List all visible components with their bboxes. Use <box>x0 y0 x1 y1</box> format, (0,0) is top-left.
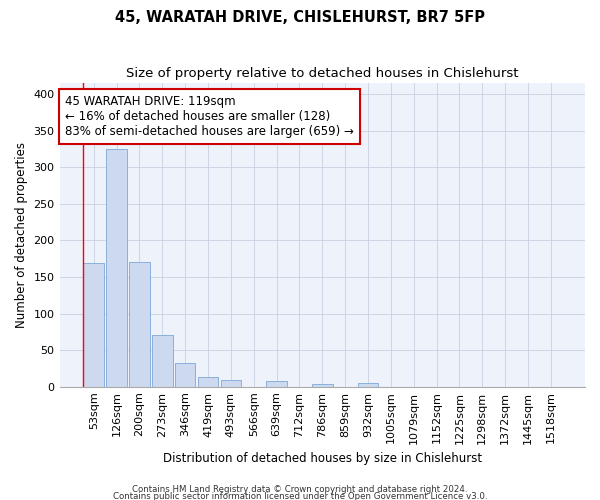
Bar <box>312 384 332 386</box>
Bar <box>175 362 196 386</box>
Text: Contains public sector information licensed under the Open Government Licence v3: Contains public sector information licen… <box>113 492 487 500</box>
Text: 45 WARATAH DRIVE: 119sqm
← 16% of detached houses are smaller (128)
83% of semi-: 45 WARATAH DRIVE: 119sqm ← 16% of detach… <box>65 95 353 138</box>
Bar <box>129 262 150 386</box>
Title: Size of property relative to detached houses in Chislehurst: Size of property relative to detached ho… <box>126 68 518 80</box>
Bar <box>83 263 104 386</box>
Text: Contains HM Land Registry data © Crown copyright and database right 2024.: Contains HM Land Registry data © Crown c… <box>132 485 468 494</box>
Bar <box>358 383 378 386</box>
Bar <box>106 149 127 386</box>
Text: 45, WARATAH DRIVE, CHISLEHURST, BR7 5FP: 45, WARATAH DRIVE, CHISLEHURST, BR7 5FP <box>115 10 485 25</box>
Y-axis label: Number of detached properties: Number of detached properties <box>15 142 28 328</box>
Bar <box>152 336 173 386</box>
Bar <box>221 380 241 386</box>
Bar <box>266 381 287 386</box>
Bar <box>198 377 218 386</box>
X-axis label: Distribution of detached houses by size in Chislehurst: Distribution of detached houses by size … <box>163 452 482 465</box>
